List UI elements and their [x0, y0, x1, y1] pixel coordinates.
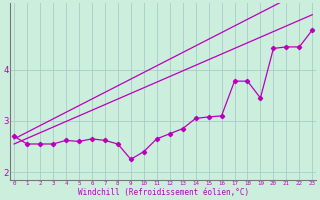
X-axis label: Windchill (Refroidissement éolien,°C): Windchill (Refroidissement éolien,°C) — [78, 188, 249, 197]
